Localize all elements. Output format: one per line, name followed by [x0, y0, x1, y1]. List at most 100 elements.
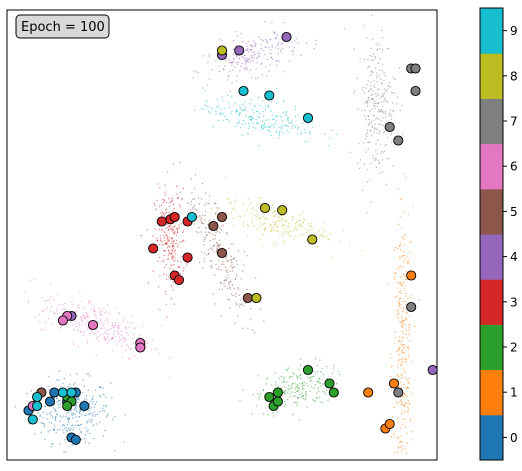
cloud-point — [398, 67, 401, 69]
marker-point-2 — [272, 396, 283, 407]
cloud-point — [182, 239, 184, 241]
cloud-point — [274, 221, 276, 223]
cloud-point — [234, 277, 237, 279]
cloud-point — [80, 438, 83, 441]
cloud-point — [46, 418, 48, 420]
cloud-point — [394, 296, 397, 298]
cloud-point — [95, 414, 97, 416]
cloud-point — [389, 109, 391, 111]
cloud-point — [99, 318, 102, 320]
cloud-point — [270, 209, 272, 211]
cloud-point — [124, 326, 127, 329]
marker-point-4 — [281, 31, 292, 43]
cloud-point — [273, 210, 275, 212]
cloud-point — [81, 300, 83, 303]
cloud-point — [401, 386, 403, 388]
cloud-point — [203, 258, 206, 260]
cloud-point — [262, 100, 264, 102]
cloud-point — [81, 316, 83, 319]
cloud-point — [252, 329, 254, 331]
cloud-point — [89, 413, 91, 415]
cloud-point — [228, 198, 230, 200]
cloud-point — [102, 435, 105, 437]
cloud-point — [237, 250, 240, 252]
cloud-point — [214, 274, 216, 276]
cloud-point — [99, 386, 101, 388]
cloud-point — [288, 222, 290, 225]
cloud-point — [396, 350, 399, 353]
cloud-point — [275, 381, 277, 384]
cloud-point — [407, 381, 410, 383]
cloud-point — [55, 416, 57, 419]
cloud-point — [99, 421, 101, 424]
cloud-point — [164, 249, 166, 252]
cloud-point — [308, 225, 311, 227]
cloud-point — [169, 225, 171, 227]
cloud-point — [251, 209, 254, 211]
cloud-point — [179, 241, 181, 244]
cloud-point — [382, 151, 384, 153]
cloud-point — [398, 298, 401, 300]
cloud-point — [167, 229, 169, 231]
cloud-point — [55, 431, 57, 434]
cloud-point — [305, 390, 307, 393]
marker-point-2 — [272, 387, 283, 398]
cloud-point — [399, 265, 402, 267]
cloud-point — [104, 332, 106, 334]
cloud-point — [273, 31, 275, 33]
cloud-point — [400, 303, 402, 306]
cloud-point — [216, 242, 218, 244]
cloud-point — [218, 38, 221, 41]
cloud-point — [284, 386, 286, 388]
cloud-point — [391, 92, 393, 94]
cloud-point — [407, 260, 409, 263]
cloud-point — [402, 349, 404, 351]
cloud-point — [160, 204, 162, 206]
cloud-point — [67, 427, 70, 430]
cloud-point — [295, 235, 297, 238]
cloud-point — [192, 77, 194, 79]
cloud-point — [107, 342, 109, 344]
cloud-point — [227, 94, 229, 97]
cloud-point — [209, 112, 211, 114]
cloud-point — [44, 405, 46, 408]
cloud-point — [392, 102, 394, 104]
cloud-point — [391, 366, 393, 368]
cloud-point — [369, 66, 371, 68]
cloud-point — [336, 382, 338, 385]
cloud-point — [361, 189, 364, 192]
cloud-point — [100, 312, 102, 315]
cloud-point — [300, 396, 302, 398]
cloud-point — [312, 399, 314, 401]
cloud-point — [69, 374, 72, 376]
cloud-point — [167, 250, 170, 252]
cloud-point — [230, 95, 233, 98]
cloud-point — [236, 263, 238, 265]
cloud-point — [121, 345, 123, 347]
cloud-point — [402, 323, 404, 325]
cloud-point — [410, 392, 413, 395]
cloud-point — [314, 384, 316, 386]
cloud-point — [263, 229, 266, 231]
cloud-point — [257, 375, 260, 377]
cloud-point — [336, 133, 338, 136]
cloud-point — [79, 409, 82, 412]
colorbar-tick-label-2: 2 — [510, 341, 518, 355]
cloud-point — [401, 315, 403, 317]
cloud-point — [110, 382, 112, 384]
cloud-point — [285, 219, 288, 222]
cloud-point — [93, 310, 95, 313]
cloud-point — [262, 115, 265, 117]
cloud-point — [77, 424, 79, 426]
cloud-point — [294, 108, 296, 110]
cloud-point — [247, 327, 249, 329]
cloud-point — [173, 239, 175, 242]
cloud-point — [400, 404, 402, 406]
cloud-point — [390, 133, 393, 135]
cloud-point — [405, 333, 407, 336]
cloud-point — [247, 133, 249, 136]
cloud-point — [401, 445, 403, 447]
cloud-point — [89, 408, 91, 410]
cloud-point — [215, 250, 218, 253]
cloud-point — [44, 438, 46, 440]
